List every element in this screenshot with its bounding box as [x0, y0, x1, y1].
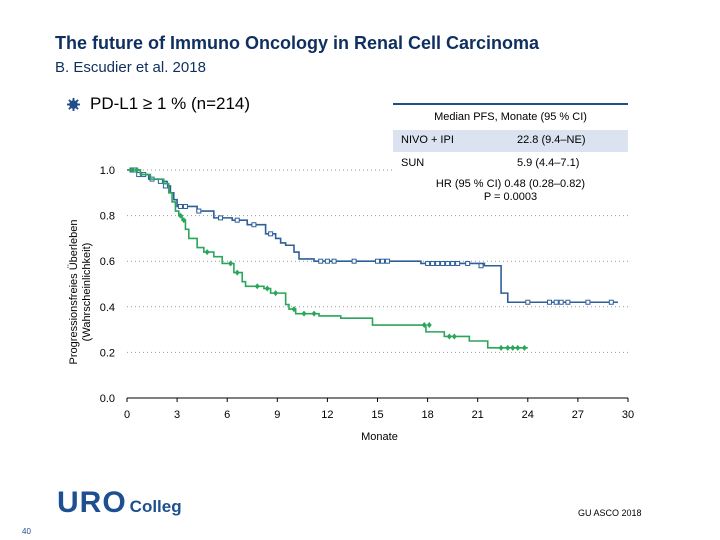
censor-mark-nivo-ipi — [553, 299, 559, 305]
x-tick-label: 24 — [522, 409, 534, 421]
x-tick-label: 9 — [274, 409, 280, 421]
urocolleg-logo: URO Colleg — [57, 486, 182, 520]
censor-mark-sun — [234, 269, 240, 276]
censor-mark-sun — [254, 283, 260, 290]
censor-mark-sun — [228, 260, 234, 267]
legend-table: Median PFS, Monate (95 % CI) NIVO + IPI … — [393, 103, 628, 208]
censor-mark-sun — [510, 344, 516, 351]
legend-series-name: SUN — [401, 157, 425, 169]
censor-mark-sun — [301, 310, 307, 317]
censor-mark-nivo-ipi — [331, 258, 337, 264]
censor-mark-sun — [505, 344, 511, 351]
censor-mark-nivo-ipi — [547, 299, 553, 305]
censor-mark-nivo-ipi — [375, 258, 380, 264]
legend-row-nivo-ipi: NIVO + IPI 22.8 (9.4–NE) — [393, 130, 628, 152]
page-subtitle: B. Escudier et al. 2018 — [55, 59, 206, 76]
legend-row-sun: SUN 5.9 (4.4–7.1) — [393, 153, 628, 175]
series-line-sun — [127, 169, 528, 349]
y-tick-label: 1.0 — [100, 165, 115, 177]
censor-mark-sun — [134, 167, 140, 173]
p-value-text: P = 0.0003 — [483, 191, 538, 203]
censor-mark-sun — [129, 167, 135, 173]
x-tick-label: 0 — [124, 409, 130, 421]
x-tick-label: 15 — [371, 409, 383, 421]
legend-series-value: 5.9 (4.4–7.1) — [517, 157, 580, 169]
legend-series-name: NIVO + IPI — [401, 134, 454, 146]
censor-mark-sun — [264, 285, 270, 292]
x-tick-label: 21 — [472, 409, 484, 421]
censor-mark-nivo-ipi — [440, 260, 446, 266]
censor-mark-nivo-ipi — [435, 260, 441, 266]
censor-mark-nivo-ipi — [450, 260, 456, 266]
page-title: The future of Immuno Oncology in Renal C… — [55, 33, 540, 53]
legend-title: Median PFS, Monate (95 % CI) — [434, 111, 587, 123]
censor-mark-nivo-ipi — [565, 299, 571, 305]
gear-bullet-icon — [67, 97, 80, 111]
x-tick-label: 12 — [321, 409, 333, 421]
censor-mark-nivo-ipi — [318, 258, 324, 264]
x-tick-label: 3 — [174, 409, 180, 421]
x-tick-label: 27 — [572, 409, 584, 421]
censor-mark-nivo-ipi — [385, 258, 391, 264]
censor-mark-nivo-ipi — [196, 208, 202, 214]
x-tick-label: 6 — [224, 409, 230, 421]
censor-mark-nivo-ipi — [351, 258, 357, 264]
source-citation: GU ASCO 2018 — [578, 508, 642, 518]
censor-mark-sun — [451, 333, 457, 340]
censor-mark-nivo-ipi — [218, 215, 224, 221]
x-tick-label: 18 — [421, 409, 433, 421]
censor-mark-nivo-ipi — [182, 203, 188, 209]
censor-mark-nivo-ipi — [157, 178, 163, 184]
y-tick-label: 0.8 — [100, 211, 115, 223]
censor-mark-nivo-ipi — [525, 299, 531, 305]
y-axis-label: Progressionsfreies Überleben(Wahrscheinl… — [68, 220, 93, 365]
censor-mark-sun — [204, 249, 210, 256]
censor-mark-sun — [177, 212, 183, 219]
censor-mark-sun — [426, 322, 432, 329]
bullet-text: PD-L1 ≥ 1 % (n=214) — [90, 94, 251, 113]
censor-mark-nivo-ipi — [162, 183, 168, 189]
censor-mark-nivo-ipi — [455, 260, 461, 266]
censor-mark-nivo-ipi — [324, 258, 330, 264]
hazard-ratio-text: HR (95 % CI) 0.48 (0.28–0.82) — [435, 178, 586, 190]
censor-mark-sun — [521, 344, 527, 351]
censor-mark-nivo-ipi — [380, 258, 386, 264]
censor-mark-sun — [421, 322, 427, 329]
page-number: 40 — [22, 527, 31, 536]
y-tick-label: 0.6 — [100, 256, 115, 268]
censor-mark-nivo-ipi — [425, 260, 431, 266]
censor-mark-sun — [515, 344, 521, 351]
y-tick-label: 0.0 — [100, 393, 115, 405]
censor-mark-sun — [273, 290, 279, 297]
censor-mark-sun — [181, 217, 187, 224]
y-tick-label: 0.2 — [100, 347, 115, 359]
legend-series-value: 22.8 (9.4–NE) — [517, 134, 586, 146]
x-tick-label: 30 — [622, 409, 634, 421]
logo-uro-text: URO — [57, 486, 127, 519]
censor-mark-sun — [498, 344, 504, 351]
y-tick-label: 0.4 — [100, 302, 115, 314]
censor-mark-nivo-ipi — [234, 217, 240, 223]
bullet-item: PD-L1 ≥ 1 % (n=214) — [67, 94, 250, 114]
censor-mark-sun — [446, 333, 452, 340]
x-axis-label: Monate — [361, 431, 398, 443]
censor-mark-sun — [291, 306, 297, 313]
censor-mark-nivo-ipi — [558, 299, 564, 305]
logo-colleg-text: Colleg — [129, 497, 182, 516]
censor-mark-nivo-ipi — [585, 299, 591, 305]
censor-mark-nivo-ipi — [251, 222, 257, 228]
censor-mark-nivo-ipi — [268, 231, 274, 237]
censor-mark-nivo-ipi — [177, 203, 183, 209]
censor-mark-nivo-ipi — [445, 260, 451, 266]
censor-mark-nivo-ipi — [478, 263, 484, 269]
censor-mark-nivo-ipi — [608, 299, 614, 305]
censor-mark-nivo-ipi — [430, 260, 436, 266]
censor-mark-nivo-ipi — [465, 260, 471, 266]
censor-mark-sun — [311, 310, 317, 317]
